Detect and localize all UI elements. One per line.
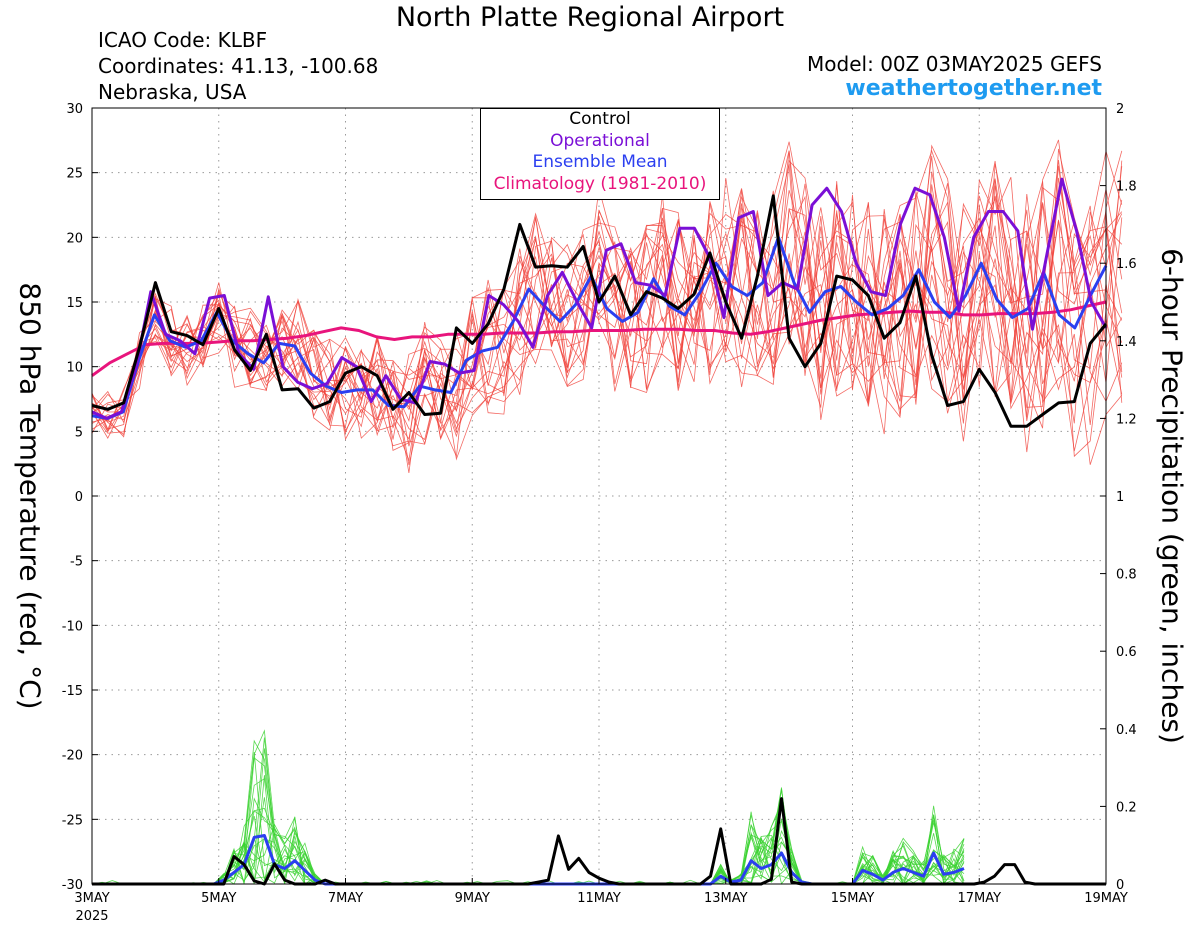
y2-tick-label: 0.8 bbox=[1116, 568, 1137, 583]
precip-member-line bbox=[92, 737, 965, 885]
x-tick-sublabel: 2025 bbox=[75, 909, 108, 924]
x-tick-label: 19MAY bbox=[1084, 891, 1128, 906]
precip-member-line bbox=[92, 775, 965, 885]
y-ticks: 30 25 20 15 10 5 0 -5 -10 -15 -20 -25 -30 bbox=[62, 102, 98, 893]
legend-item-climatology: Climatology (1981-2010) bbox=[493, 173, 707, 194]
temp-member-line bbox=[91, 184, 1123, 430]
precip-member-line bbox=[92, 788, 965, 885]
precip-member-line bbox=[92, 739, 965, 885]
precip-member-line bbox=[92, 797, 965, 885]
precip-member-line bbox=[92, 797, 965, 885]
temp-member-line bbox=[91, 150, 1123, 433]
region: Nebraska, USA bbox=[98, 80, 247, 104]
temp-member-line bbox=[91, 148, 1123, 441]
y2-tick-label: 1.8 bbox=[1116, 180, 1137, 195]
precip-member-line bbox=[92, 778, 965, 885]
icao-code: ICAO Code: KLBF bbox=[98, 28, 268, 52]
y-tick-label: 25 bbox=[66, 167, 83, 182]
y2-tick-label: 1.6 bbox=[1116, 257, 1137, 272]
y-tick-label: 0 bbox=[75, 490, 83, 505]
y-tick-label: -5 bbox=[70, 555, 83, 570]
control-temp-line bbox=[91, 194, 1108, 428]
y2-tick-label: 0 bbox=[1116, 878, 1124, 893]
x-tick-label: 13MAY bbox=[704, 891, 748, 906]
temp-member-line bbox=[91, 160, 1123, 473]
y2-ticks: 2 1.8 1.6 1.4 1.2 1 0.8 0.6 0.4 0.2 0 bbox=[1100, 102, 1137, 893]
precip-member-line bbox=[92, 787, 965, 885]
precip-member-line bbox=[92, 815, 965, 885]
y2-tick-label: 0.6 bbox=[1116, 645, 1137, 660]
y-tick-label: 30 bbox=[66, 102, 83, 117]
y2-tick-label: 0.2 bbox=[1116, 800, 1137, 815]
model-run: Model: 00Z 03MAY2025 GEFS bbox=[807, 52, 1102, 76]
temp-member-line bbox=[91, 201, 1123, 462]
y-tick-label: -25 bbox=[62, 813, 83, 828]
y-tick-label: 5 bbox=[75, 425, 83, 440]
site-link[interactable]: weathertogether.net bbox=[845, 76, 1102, 101]
x-tick-label: 3MAY bbox=[74, 891, 109, 906]
precip-member-line bbox=[92, 729, 965, 885]
precip-member-line bbox=[92, 757, 965, 886]
operational-temp-line bbox=[91, 177, 1108, 420]
temp-member-line bbox=[91, 194, 1123, 447]
precip-member-line bbox=[92, 748, 965, 885]
precip-member-line bbox=[92, 805, 965, 885]
x-tick-label: 9MAY bbox=[455, 891, 490, 906]
x-tick-label: 17MAY bbox=[957, 891, 1001, 906]
precip-member-line bbox=[92, 800, 965, 885]
x-tick-label: 11MAY bbox=[577, 891, 621, 906]
x-tick-label: 7MAY bbox=[328, 891, 363, 906]
y-tick-label: -10 bbox=[62, 619, 83, 634]
x-tick-label: 15MAY bbox=[831, 891, 875, 906]
temp-member-line bbox=[91, 141, 1123, 441]
y-tick-label: 15 bbox=[66, 296, 83, 311]
y2-tick-label: 2 bbox=[1116, 102, 1124, 117]
temp-member-line bbox=[91, 166, 1123, 466]
y-tick-label: -20 bbox=[62, 749, 83, 764]
y2-tick-label: 1.2 bbox=[1116, 412, 1137, 427]
x-tick-label: 5MAY bbox=[201, 891, 236, 906]
temp-member-line bbox=[91, 177, 1123, 445]
y2-tick-label: 0.4 bbox=[1116, 723, 1137, 738]
y2-tick-label: 1.4 bbox=[1116, 335, 1137, 350]
chart-title: North Platte Regional Airport bbox=[395, 2, 785, 33]
temp-member-line bbox=[91, 171, 1123, 465]
legend: Control Operational Ensemble Mean Climat… bbox=[480, 108, 720, 200]
legend-item-operational: Operational bbox=[550, 130, 650, 151]
precip-member-line bbox=[92, 752, 965, 885]
y-tick-label: -15 bbox=[62, 684, 83, 699]
coordinates: Coordinates: 41.13, -100.68 bbox=[98, 54, 379, 78]
y-tick-label: 10 bbox=[66, 361, 83, 376]
legend-item-control: Control bbox=[569, 109, 631, 129]
grid bbox=[92, 108, 1106, 884]
legend-item-ensemble-mean: Ensemble Mean bbox=[532, 152, 668, 172]
x-ticks: 3MAY 2025 5MAY 7MAY 9MAY 11MAY 13MAY 15MAY 17MAY… bbox=[74, 878, 1128, 924]
y2-tick-label: 1 bbox=[1116, 490, 1124, 505]
y-tick-label: 20 bbox=[66, 231, 83, 246]
y-tick-label: -30 bbox=[62, 878, 83, 893]
